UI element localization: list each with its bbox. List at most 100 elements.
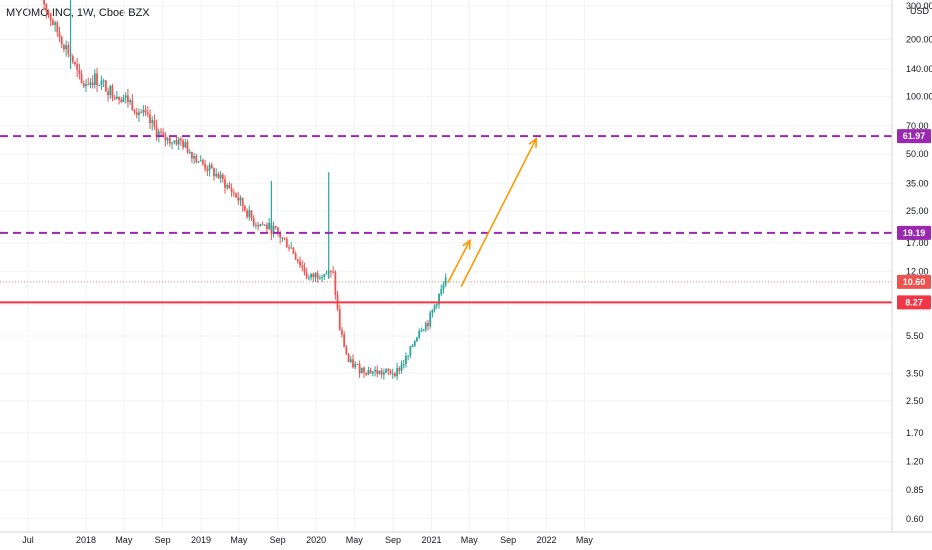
candle-body bbox=[109, 85, 112, 96]
candle-body bbox=[111, 85, 114, 98]
x-tick-label: 2020 bbox=[306, 535, 326, 545]
x-tick-label: May bbox=[230, 535, 248, 545]
candle-body bbox=[371, 371, 374, 374]
candle-body bbox=[307, 277, 310, 279]
candle-body bbox=[296, 259, 299, 262]
candle-body bbox=[177, 138, 180, 145]
candle-body bbox=[391, 373, 394, 375]
candle-body bbox=[285, 238, 288, 248]
candle-body bbox=[323, 274, 326, 278]
candle-body bbox=[301, 265, 304, 268]
candle-body bbox=[435, 304, 438, 306]
level-tag-label: 8.27 bbox=[905, 297, 923, 307]
candle-body bbox=[422, 329, 425, 331]
y-tick-label: 50.00 bbox=[906, 149, 929, 159]
candle-body bbox=[113, 97, 116, 99]
candle-body bbox=[162, 132, 165, 135]
candle-body bbox=[305, 272, 308, 278]
candle-body bbox=[168, 137, 171, 144]
candle-body bbox=[188, 151, 191, 153]
x-tick-label: 2018 bbox=[76, 535, 96, 545]
candle-body bbox=[210, 164, 213, 169]
x-tick-label: May bbox=[576, 535, 594, 545]
candle-body bbox=[387, 369, 390, 371]
candle-body bbox=[341, 329, 343, 335]
candle-body bbox=[288, 247, 290, 249]
candle-body bbox=[356, 364, 359, 366]
candle-body bbox=[429, 312, 432, 327]
x-tick-label: May bbox=[346, 535, 364, 545]
candle-body bbox=[382, 372, 385, 375]
y-tick-label: 25.00 bbox=[906, 206, 929, 216]
level-tag bbox=[897, 129, 931, 144]
candle-body bbox=[409, 346, 412, 356]
candle-body bbox=[334, 272, 337, 295]
candle-body bbox=[120, 99, 123, 103]
candle-body bbox=[290, 247, 293, 249]
candle-body bbox=[442, 284, 445, 290]
candle-body bbox=[358, 364, 361, 374]
x-tick-label: 2019 bbox=[191, 535, 211, 545]
candle-body bbox=[427, 323, 429, 327]
candle-body bbox=[195, 156, 198, 163]
candle-body bbox=[129, 100, 132, 103]
candle-body bbox=[239, 198, 242, 201]
candle-body bbox=[191, 151, 193, 159]
candle-body bbox=[67, 45, 70, 54]
candle-body bbox=[138, 112, 140, 116]
candle-body bbox=[115, 96, 118, 99]
price-tags: 61.97 19.19 8.27 10.60 bbox=[897, 129, 931, 310]
candle-body bbox=[318, 277, 321, 279]
candle-body bbox=[316, 273, 319, 279]
time-axis[interactable]: Jul 2018 May Sep 2019 May Sep 2020 May Sep 2021 May… bbox=[0, 531, 932, 545]
candle-body bbox=[60, 37, 63, 45]
y-tick-label: 3.50 bbox=[906, 368, 924, 378]
projection-arrowhead bbox=[462, 238, 471, 250]
level-tag-label: 61.97 bbox=[903, 131, 926, 141]
candle-body bbox=[107, 91, 109, 96]
candle-body bbox=[155, 126, 158, 137]
candle-body bbox=[321, 277, 323, 279]
candle-body bbox=[93, 73, 96, 85]
candle-body bbox=[56, 22, 59, 33]
candle-body bbox=[274, 225, 277, 228]
candle-body bbox=[294, 253, 297, 260]
price-axis[interactable]: 300.00 200.00 140.00 100.00 70.00 50.00 35.00 2… bbox=[891, 0, 932, 532]
candle-body bbox=[160, 131, 162, 133]
candle-body bbox=[47, 11, 50, 14]
candle-body bbox=[91, 82, 94, 85]
y-tick-label: 300.00 bbox=[906, 1, 932, 11]
candle-body bbox=[87, 84, 90, 86]
candle-body bbox=[299, 261, 301, 266]
candle-body bbox=[360, 367, 363, 374]
candle-body bbox=[365, 372, 368, 375]
candle-body bbox=[171, 142, 173, 144]
candle-body bbox=[206, 168, 209, 171]
y-tick-label: 12.00 bbox=[906, 267, 929, 277]
candle-body bbox=[314, 273, 317, 278]
candle-body bbox=[144, 109, 147, 113]
y-tick-label: 70.00 bbox=[906, 121, 929, 131]
candle-body bbox=[263, 224, 266, 226]
candle-body bbox=[431, 309, 434, 313]
level-tag bbox=[897, 225, 931, 240]
candle-body bbox=[433, 305, 436, 310]
candle-body bbox=[173, 140, 176, 143]
y-tick-label: 17.00 bbox=[906, 238, 929, 248]
x-tick-label: Sep bbox=[500, 535, 516, 545]
candle-body bbox=[413, 341, 416, 346]
candle-body bbox=[184, 142, 187, 148]
candle-body bbox=[325, 273, 328, 275]
y-tick-label: 0.85 bbox=[906, 485, 924, 495]
candle-body bbox=[248, 210, 251, 217]
candle-body bbox=[385, 369, 387, 373]
candle-body bbox=[149, 114, 151, 124]
projection-arrowhead bbox=[528, 137, 537, 148]
candle-body bbox=[202, 160, 204, 164]
candle-body bbox=[118, 96, 120, 100]
candle-body bbox=[133, 110, 136, 113]
candle-body bbox=[98, 84, 101, 86]
candle-body bbox=[151, 120, 154, 124]
candle-body bbox=[186, 142, 189, 153]
